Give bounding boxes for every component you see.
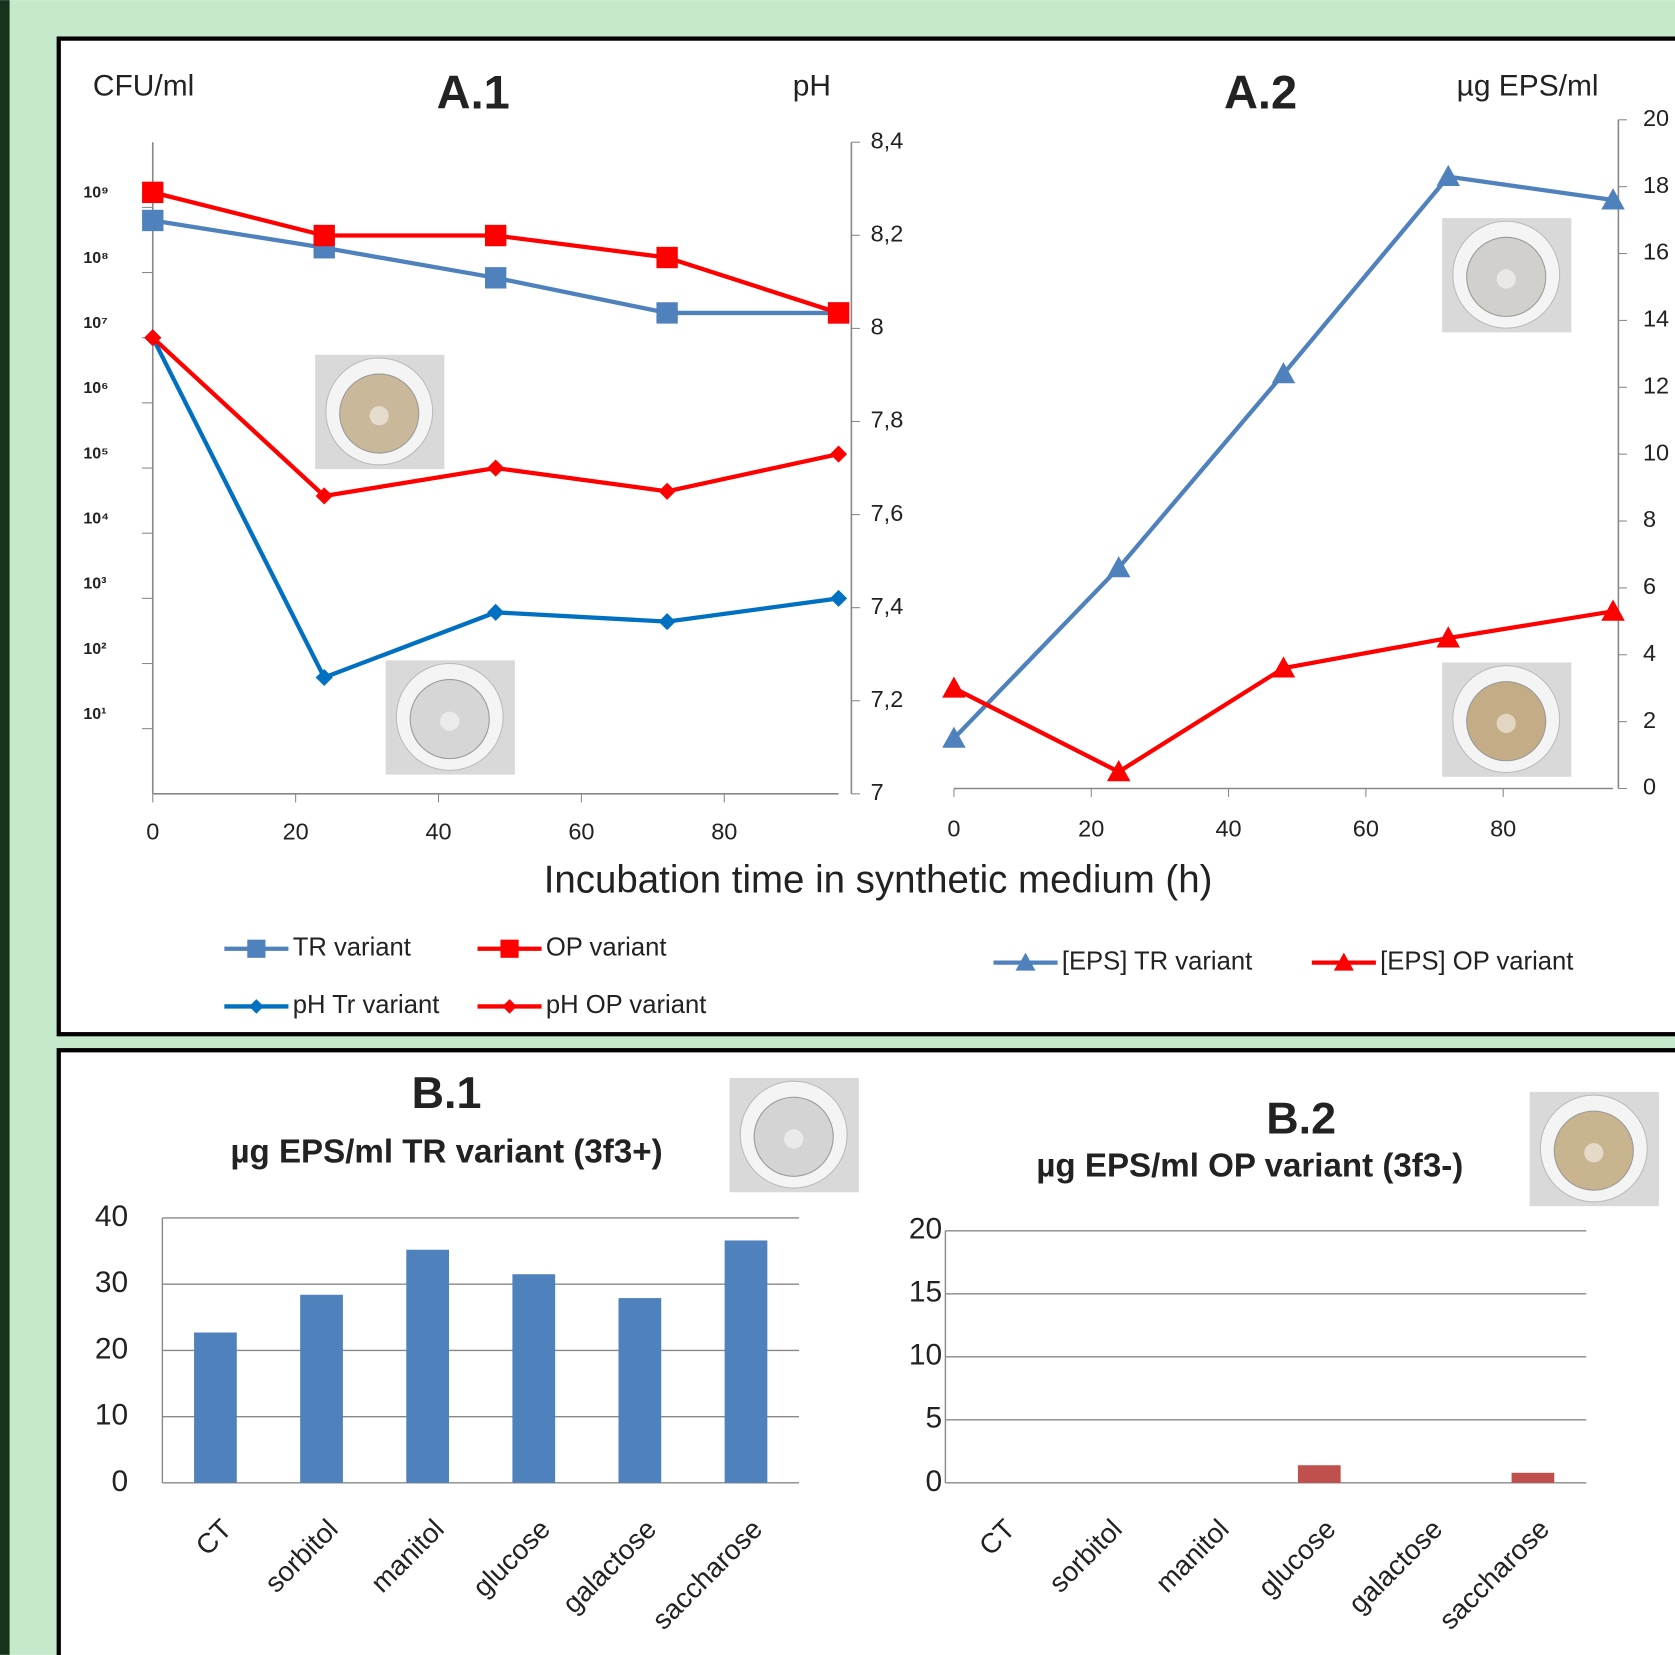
marker xyxy=(656,302,677,323)
page: {"chart_data": [ {"type": "line", "title… xyxy=(0,0,1675,1655)
left-edge xyxy=(0,0,10,1655)
legend-label: TR variant xyxy=(293,934,411,962)
y-tick-label: 10⁹ xyxy=(83,184,108,202)
legend-label: [EPS] OP variant xyxy=(1380,947,1573,975)
chart-title: B.1 xyxy=(412,1067,482,1118)
y-tick-label: 10¹ xyxy=(83,705,106,723)
dish-photo xyxy=(1584,1143,1603,1162)
bar xyxy=(512,1274,555,1483)
legend-label: pH OP variant xyxy=(546,991,706,1019)
y-tick-label: 10⁷ xyxy=(83,314,107,332)
y2-tick-label: 7,2 xyxy=(871,686,904,712)
x-tick-label: 20 xyxy=(283,819,309,845)
dish-photo xyxy=(1497,714,1516,733)
y-tick-label: 10⁵ xyxy=(83,444,108,462)
x-axis-label: Incubation time in synthetic medium (h) xyxy=(544,859,1213,902)
y2-tick-label: 8,4 xyxy=(871,127,904,153)
dish-photo xyxy=(440,712,459,731)
bar xyxy=(1298,1465,1341,1483)
y-tick-label: 10³ xyxy=(83,575,106,593)
y-tick-label: 10² xyxy=(83,640,106,658)
legend-label: [EPS] TR variant xyxy=(1062,947,1252,975)
y-tick-label: 20 xyxy=(95,1332,128,1365)
chart-subtitle: µg EPS/ml OP variant (3f3-) xyxy=(1036,1147,1463,1184)
dish-photo xyxy=(1497,269,1516,288)
y-tick-label: 6 xyxy=(1643,573,1656,599)
bar xyxy=(300,1295,343,1483)
x-tick-label: 80 xyxy=(1490,815,1516,841)
y2-axis-label: pH xyxy=(793,70,831,103)
y2-tick-label: 7,6 xyxy=(871,500,904,526)
legend-marker xyxy=(500,940,518,958)
y-tick-label: 18 xyxy=(1643,172,1669,198)
figure: A.1 CFU/ml pH Incubation time in synthetic … xyxy=(0,0,1675,1655)
marker xyxy=(485,225,506,246)
y-tick-label: 12 xyxy=(1643,372,1669,398)
y-tick-label: 10 xyxy=(1643,439,1669,465)
bar xyxy=(619,1298,662,1483)
chart-title: B.2 xyxy=(1266,1093,1336,1144)
x-tick-label: 60 xyxy=(1353,815,1379,841)
y-tick-label: 16 xyxy=(1643,239,1669,265)
y-tick-label: 20 xyxy=(1643,105,1669,131)
y-tick-label: 2 xyxy=(1643,707,1656,733)
marker xyxy=(485,267,506,288)
bar xyxy=(725,1240,768,1482)
marker xyxy=(314,225,335,246)
marker xyxy=(142,210,163,231)
marker xyxy=(142,182,163,203)
y2-tick-label: 7,4 xyxy=(871,593,904,619)
legend-label: OP variant xyxy=(546,934,667,962)
legend-marker xyxy=(247,940,265,958)
y-axis-label: µg EPS/ml xyxy=(1457,70,1599,103)
x-tick-label: 60 xyxy=(568,819,594,845)
y-tick-label: 10⁸ xyxy=(83,249,108,267)
y-tick-label: 10 xyxy=(909,1339,942,1372)
y-tick-label: 30 xyxy=(95,1266,128,1299)
y-tick-label: 0 xyxy=(1643,774,1656,800)
y-tick-label: 8 xyxy=(1643,506,1656,532)
x-tick-label: 40 xyxy=(425,819,451,845)
x-tick-label: 80 xyxy=(711,819,737,845)
chart-title: A.1 xyxy=(437,66,510,119)
chart-subtitle: µg EPS/ml TR variant (3f3+) xyxy=(230,1134,662,1171)
y-tick-label: 40 xyxy=(95,1200,128,1233)
bar xyxy=(406,1250,449,1483)
bar xyxy=(194,1333,237,1483)
y2-tick-label: 7,8 xyxy=(871,407,904,433)
bar xyxy=(1512,1473,1555,1483)
y-tick-label: 0 xyxy=(112,1465,129,1498)
y2-tick-label: 7 xyxy=(871,779,884,805)
y-axis-label: CFU/ml xyxy=(93,70,194,103)
chart-title: A.2 xyxy=(1224,66,1297,119)
x-tick-label: 40 xyxy=(1215,815,1241,841)
y-tick-label: 10 xyxy=(95,1399,128,1432)
y-tick-label: 10⁶ xyxy=(83,379,108,397)
y-tick-label: 5 xyxy=(926,1402,943,1435)
y-tick-label: 15 xyxy=(909,1276,942,1309)
y-tick-label: 14 xyxy=(1643,306,1669,332)
legend-label: pH Tr variant xyxy=(293,991,440,1019)
dish-photo xyxy=(370,406,389,425)
marker xyxy=(828,302,849,323)
x-tick-label: 0 xyxy=(146,819,159,845)
dish-photo xyxy=(784,1129,803,1148)
y-tick-label: 10⁴ xyxy=(83,510,109,528)
y-tick-label: 4 xyxy=(1643,640,1656,666)
y-tick-label: 0 xyxy=(926,1465,943,1498)
y2-tick-label: 8 xyxy=(871,314,884,340)
x-tick-label: 0 xyxy=(947,815,960,841)
x-tick-label: 20 xyxy=(1078,815,1104,841)
marker xyxy=(656,247,677,268)
y-tick-label: 20 xyxy=(909,1213,942,1246)
y2-tick-label: 8,2 xyxy=(871,221,904,247)
